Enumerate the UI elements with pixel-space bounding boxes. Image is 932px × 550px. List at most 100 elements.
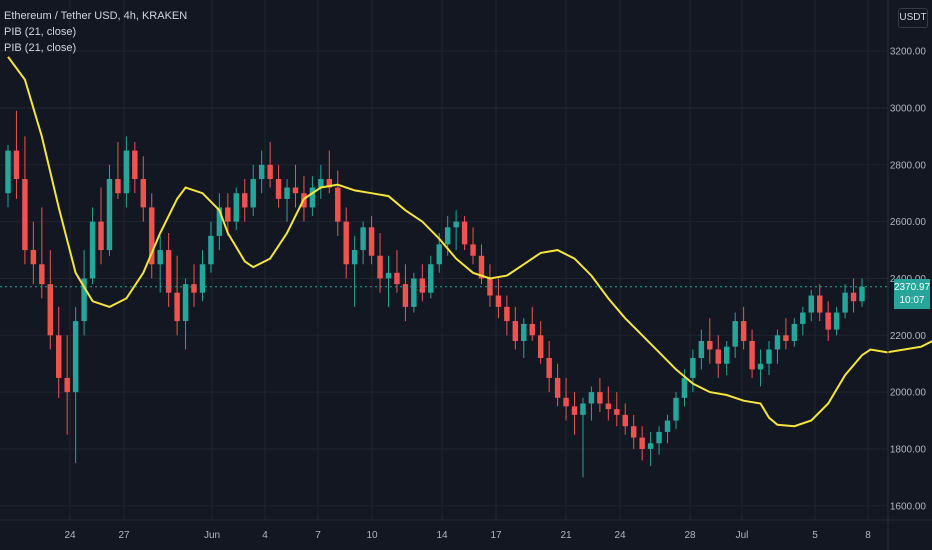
- candle: [140, 156, 147, 222]
- candle-body: [242, 193, 248, 208]
- x-tick-label: 27: [118, 530, 130, 541]
- candle-body: [639, 437, 645, 449]
- candle: [766, 340, 772, 376]
- candle: [512, 306, 519, 350]
- candle: [225, 193, 231, 236]
- candle: [783, 318, 789, 350]
- candle: [428, 255, 434, 299]
- candle-body: [411, 278, 417, 307]
- candle: [132, 142, 138, 194]
- candle-body: [377, 255, 383, 279]
- candle-body: [182, 284, 189, 322]
- candle-body: [757, 363, 764, 370]
- candle-body: [723, 346, 730, 364]
- candle-body: [368, 227, 375, 256]
- candle-body: [571, 406, 578, 415]
- candle: [411, 272, 417, 313]
- candle-body: [199, 264, 206, 293]
- candle: [622, 403, 628, 435]
- candle-body: [64, 377, 70, 393]
- candle: [504, 295, 510, 336]
- candle: [850, 278, 857, 313]
- candle-body: [318, 179, 324, 188]
- candle: [698, 329, 705, 370]
- candle-body: [808, 295, 814, 313]
- candle-body: [673, 397, 679, 421]
- candle-body: [428, 264, 434, 293]
- candle: [47, 250, 53, 350]
- candle-body: [791, 323, 798, 341]
- x-tick-label: Jul: [736, 530, 749, 541]
- candle-body: [233, 193, 240, 222]
- candle: [656, 426, 662, 455]
- candle: [546, 340, 552, 393]
- candle: [529, 306, 535, 341]
- candle: [98, 187, 104, 265]
- candle-body: [343, 221, 349, 265]
- y-tick-label: 3200.00: [890, 47, 927, 58]
- candle-body: [309, 187, 316, 208]
- candle-body: [656, 431, 662, 444]
- candle: [487, 264, 493, 307]
- candle-body: [850, 292, 857, 302]
- candle: [258, 150, 265, 194]
- candle: [740, 306, 747, 350]
- candle: [588, 386, 595, 421]
- candle-body: [749, 340, 755, 370]
- candle: [318, 164, 324, 199]
- grid-lines: [0, 0, 888, 520]
- candles: [5, 110, 865, 478]
- candle: [89, 207, 96, 285]
- candle-body: [521, 323, 527, 341]
- chart-legend: Ethereum / Tether USD, 4h, KRAKEN PIB (2…: [4, 8, 187, 56]
- candle: [385, 255, 392, 307]
- candle: [453, 210, 459, 251]
- candle-body: [800, 312, 806, 324]
- candle-body: [859, 286, 865, 302]
- candle-body: [774, 335, 781, 350]
- candle-body: [504, 306, 510, 322]
- candle: [39, 207, 45, 299]
- candle: [715, 335, 721, 378]
- candle: [208, 221, 214, 273]
- indicator-label-2[interactable]: PIB (21, close): [4, 42, 77, 54]
- candle: [275, 164, 282, 208]
- candle: [808, 289, 814, 322]
- candle: [605, 386, 612, 421]
- candle-body: [394, 272, 400, 285]
- candle: [597, 377, 603, 413]
- candle-body: [825, 312, 831, 330]
- candle: [351, 235, 358, 307]
- last-price-countdown: 10:07: [899, 294, 925, 306]
- candle-body: [292, 187, 299, 194]
- candle-body: [419, 278, 426, 293]
- candle-body: [833, 312, 840, 330]
- candle-body: [360, 227, 366, 251]
- candle: [859, 278, 865, 307]
- candle-body: [681, 377, 688, 398]
- x-tick-label: 17: [490, 530, 502, 541]
- candle: [360, 221, 366, 265]
- y-tick-label: 2000.00: [890, 388, 927, 399]
- x-tick-label: 10: [366, 530, 378, 541]
- candle: [377, 233, 383, 293]
- y-tick-label: 2600.00: [890, 217, 927, 228]
- y-axis: 3200.003000.002800.002600.002400.002200.…: [887, 0, 927, 550]
- currency-button[interactable]: USDT: [898, 8, 928, 28]
- candle: [106, 164, 113, 256]
- indicator-label-1[interactable]: PIB (21, close): [4, 26, 77, 38]
- candle-body: [766, 349, 772, 364]
- candle: [56, 306, 62, 398]
- candle-body: [208, 235, 214, 265]
- y-tick-label: 2200.00: [890, 331, 927, 342]
- candle-body: [30, 250, 37, 265]
- candle: [343, 207, 349, 279]
- candle: [309, 176, 316, 216]
- candle: [673, 392, 679, 430]
- candle-body: [258, 164, 265, 180]
- candle-body: [605, 403, 612, 410]
- candle-body: [191, 284, 197, 293]
- symbol-title[interactable]: Ethereum / Tether USD, 4h, KRAKEN: [4, 10, 188, 22]
- y-tick-label: 1600.00: [890, 501, 927, 512]
